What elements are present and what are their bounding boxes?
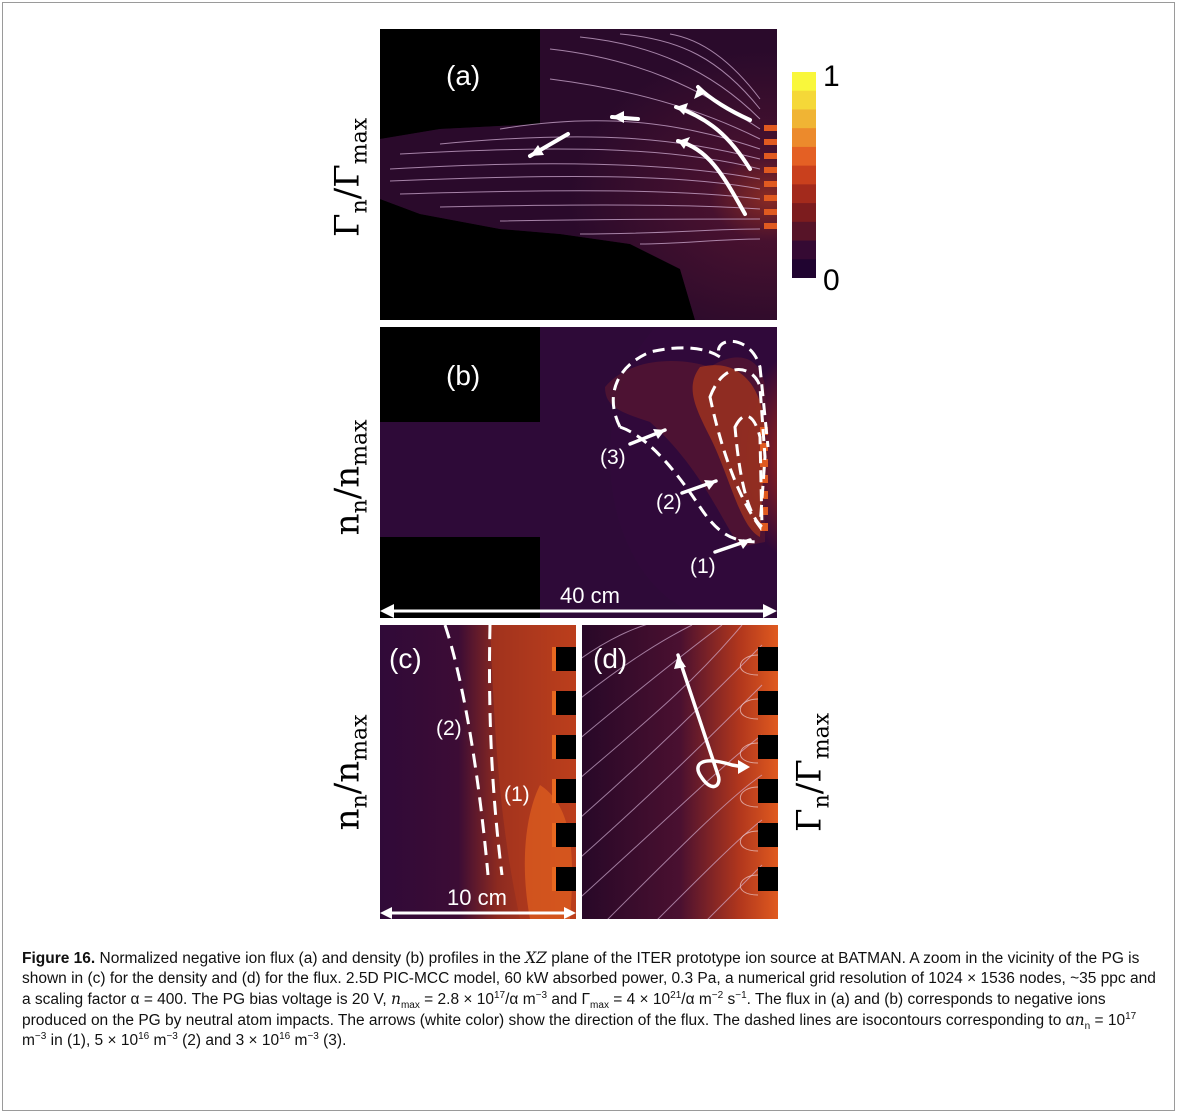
colorbar-segment <box>792 221 816 242</box>
colorbar-segment <box>792 259 816 278</box>
panel-b-region-3: (3) <box>600 446 626 469</box>
panel-c-ylabel: nn/nmax <box>327 714 373 831</box>
colorbar-segment <box>792 240 816 260</box>
colorbar-max-label: 1 <box>823 60 840 93</box>
colorbar-segment <box>792 128 816 148</box>
panel-b-density-map <box>380 327 777 618</box>
colorbar-segment <box>792 184 816 204</box>
colorbar-segment <box>792 72 816 92</box>
panel-c-region-2: (2) <box>436 717 462 740</box>
panel-b-region-1: (1) <box>690 555 716 578</box>
panel-a-letter: (a) <box>446 60 481 91</box>
figure-caption: Figure 16. Normalized negative ion flux … <box>22 949 1156 1049</box>
panel-c-region-1: (1) <box>504 783 530 806</box>
caption-label: Figure 16. <box>22 950 96 967</box>
colorbar-segment <box>792 146 816 167</box>
panel-a-ylabel: Γn/Γmax <box>327 117 373 238</box>
colorbar-min-label: 0 <box>823 264 840 297</box>
panel-c-density-zoom <box>380 625 576 919</box>
panel-c-letter: (c) <box>389 643 422 674</box>
panel-d-flux-zoom <box>582 625 778 919</box>
panel-b-ylabel: nn/nmax <box>327 419 373 536</box>
panel-b-region-2: (2) <box>656 491 682 514</box>
colorbar-segment <box>792 203 816 223</box>
panel-d-ylabel: Γn/Γmax <box>789 712 835 833</box>
colorbar-segment <box>792 165 816 185</box>
panel-b-letter: (b) <box>446 360 481 391</box>
panel-b-scale: 40 cm <box>560 583 620 608</box>
panel-c-scale: 10 cm <box>447 885 507 910</box>
colorbar-segment <box>792 90 816 110</box>
panel-a-flux-map <box>380 29 777 320</box>
panel-d-letter: (d) <box>593 643 628 674</box>
colorbar <box>792 72 816 278</box>
colorbar-segment <box>792 109 816 129</box>
